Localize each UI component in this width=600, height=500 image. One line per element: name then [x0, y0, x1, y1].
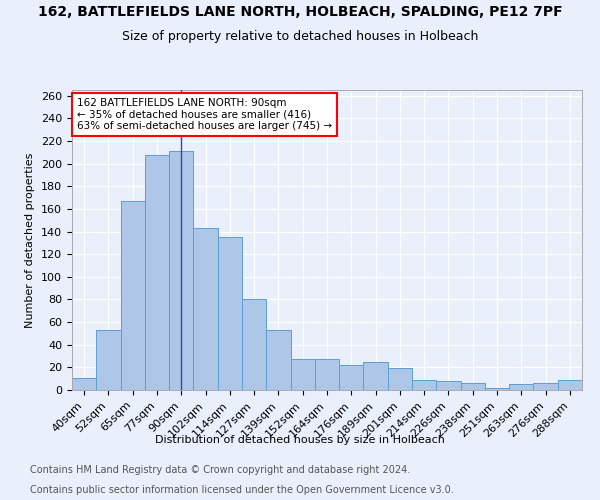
Text: Contains HM Land Registry data © Crown copyright and database right 2024.: Contains HM Land Registry data © Crown c… — [30, 465, 410, 475]
Text: 162 BATTLEFIELDS LANE NORTH: 90sqm
← 35% of detached houses are smaller (416)
63: 162 BATTLEFIELDS LANE NORTH: 90sqm ← 35%… — [77, 98, 332, 131]
Bar — [509, 384, 533, 390]
Bar — [339, 365, 364, 390]
Bar — [266, 330, 290, 390]
Y-axis label: Number of detached properties: Number of detached properties — [25, 152, 35, 328]
Bar — [388, 368, 412, 390]
Bar — [412, 380, 436, 390]
Bar — [461, 383, 485, 390]
Bar — [533, 383, 558, 390]
Text: Distribution of detached houses by size in Holbeach: Distribution of detached houses by size … — [155, 435, 445, 445]
Bar — [436, 381, 461, 390]
Text: Size of property relative to detached houses in Holbeach: Size of property relative to detached ho… — [122, 30, 478, 43]
Bar — [290, 360, 315, 390]
Bar — [558, 380, 582, 390]
Bar — [193, 228, 218, 390]
Bar — [315, 360, 339, 390]
Text: 162, BATTLEFIELDS LANE NORTH, HOLBEACH, SPALDING, PE12 7PF: 162, BATTLEFIELDS LANE NORTH, HOLBEACH, … — [38, 5, 562, 19]
Bar — [145, 154, 169, 390]
Bar — [96, 330, 121, 390]
Bar — [364, 362, 388, 390]
Text: Contains public sector information licensed under the Open Government Licence v3: Contains public sector information licen… — [30, 485, 454, 495]
Bar — [242, 300, 266, 390]
Bar — [218, 237, 242, 390]
Bar — [485, 388, 509, 390]
Bar — [121, 201, 145, 390]
Bar — [169, 151, 193, 390]
Bar — [72, 378, 96, 390]
